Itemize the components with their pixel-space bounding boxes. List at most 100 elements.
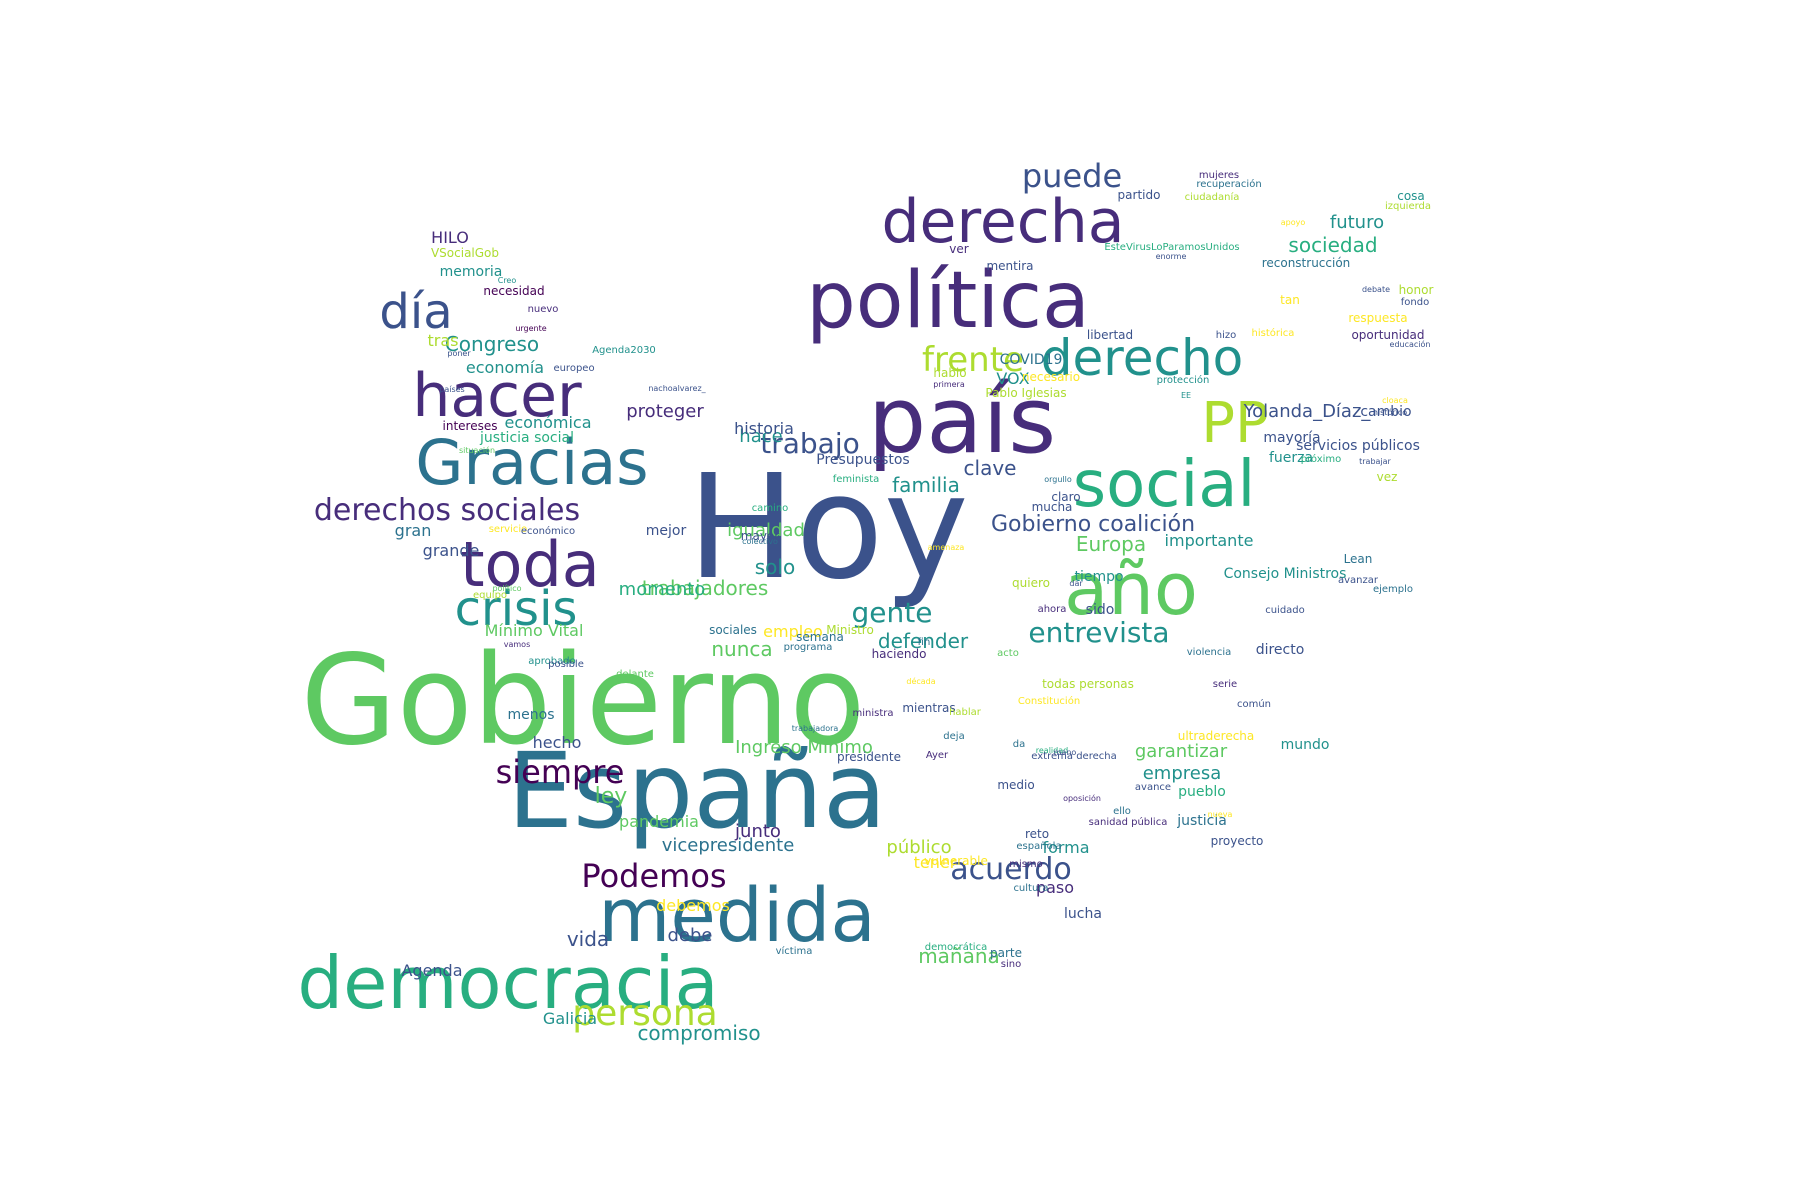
cloud-word: ciudadanía xyxy=(1184,192,1240,203)
cloud-word: acto xyxy=(997,648,1019,659)
cloud-word: garantizar xyxy=(1134,741,1228,762)
cloud-word: fondo xyxy=(1400,297,1430,308)
cloud-word: Ayer xyxy=(925,750,949,761)
cloud-word: camino xyxy=(751,503,789,514)
cloud-word: proteger xyxy=(626,401,704,422)
cloud-word: Ministro xyxy=(826,623,874,637)
cloud-word: parte xyxy=(990,946,1022,960)
cloud-word: mismo xyxy=(1009,859,1043,870)
cloud-word: público xyxy=(886,837,952,858)
cloud-word: necesario xyxy=(1021,370,1081,384)
cloud-word: sociales xyxy=(709,623,757,637)
cloud-word: compromiso xyxy=(637,1021,761,1045)
cloud-word: delante xyxy=(616,669,654,680)
cloud-word: EsteVirusLoParamosUnidos xyxy=(1104,242,1240,253)
cloud-word: víctima xyxy=(775,946,813,957)
cloud-word: clave xyxy=(963,456,1017,480)
cloud-word: trabajadores xyxy=(641,576,769,600)
cloud-word: económica xyxy=(504,413,592,432)
cloud-word: histórico xyxy=(1372,408,1408,417)
cloud-word: debe xyxy=(667,925,713,946)
cloud-word: memoria xyxy=(439,264,503,280)
cloud-word: mujeres xyxy=(1198,170,1240,181)
cloud-word: protección xyxy=(1156,375,1210,386)
cloud-word: trabajo xyxy=(760,427,860,460)
cloud-word: mejor xyxy=(645,523,687,539)
cloud-word: debemos xyxy=(656,896,730,915)
cloud-word: extrema derecha xyxy=(1031,751,1117,762)
cloud-word: nunca xyxy=(711,637,773,661)
cloud-word: proyecto xyxy=(1210,834,1264,848)
cloud-word: europeo xyxy=(553,363,595,374)
cloud-word: ahora xyxy=(1037,604,1067,615)
cloud-word: justicia xyxy=(1177,813,1227,829)
cloud-word: colectivo xyxy=(742,537,778,546)
cloud-word: importante xyxy=(1164,531,1254,550)
cloud-word: todas personas xyxy=(1042,677,1134,691)
cloud-word: Creo xyxy=(497,276,517,285)
cloud-word: Lean xyxy=(1343,552,1373,566)
cloud-word: España xyxy=(507,730,887,852)
cloud-word: dar xyxy=(1069,579,1083,588)
cloud-word: ley xyxy=(594,784,628,809)
cloud-word: directo xyxy=(1255,642,1305,658)
cloud-word: deja xyxy=(943,731,965,742)
cloud-word: persona xyxy=(572,993,718,1034)
cloud-word: aprobado xyxy=(528,656,576,667)
cloud-word: feminista xyxy=(832,474,880,485)
cloud-word: Galicia xyxy=(542,1009,598,1028)
cloud-word: libertad xyxy=(1086,328,1134,342)
cloud-word: mucha xyxy=(1031,500,1073,514)
cloud-word: Constitución xyxy=(1017,696,1081,707)
cloud-word: Agenda xyxy=(401,961,463,980)
cloud-word: mañana xyxy=(918,944,1000,968)
cloud-word: respuesta xyxy=(1348,311,1408,325)
cloud-word: Gobierno coalición xyxy=(990,512,1196,537)
cloud-word: violencia xyxy=(1186,647,1232,658)
cloud-word: cultura xyxy=(1013,883,1049,894)
cloud-word: enorme xyxy=(1155,252,1187,261)
cloud-word: PP xyxy=(1201,391,1269,456)
cloud-word: Hoy xyxy=(687,443,969,611)
cloud-word: mano xyxy=(1053,748,1077,757)
cloud-word: serie xyxy=(1212,679,1238,690)
cloud-word: frente xyxy=(922,340,1024,380)
cloud-word: cloaca xyxy=(1382,396,1408,405)
cloud-word: Europa xyxy=(1075,532,1147,556)
cloud-word: medida xyxy=(598,873,876,959)
cloud-word: toda xyxy=(460,528,600,601)
cloud-word: cambio xyxy=(1360,404,1412,420)
cloud-word: VSocialGob xyxy=(430,246,500,260)
cloud-word: Ingreso Mínimo xyxy=(735,737,873,758)
cloud-word: grande xyxy=(422,541,480,560)
cloud-word: orgullo xyxy=(1044,475,1072,484)
cloud-word: servicios públicos xyxy=(1296,438,1420,454)
cloud-word: intereses xyxy=(442,419,498,433)
cloud-word: recuperación xyxy=(1196,179,1262,190)
cloud-word: sociedad xyxy=(1288,233,1378,257)
cloud-word: democracia xyxy=(297,941,719,1025)
cloud-word: realidad xyxy=(1035,746,1069,755)
cloud-word: familia xyxy=(892,473,960,497)
cloud-word: cuidado xyxy=(1265,605,1305,616)
cloud-word: paso xyxy=(1035,878,1075,897)
cloud-word: debate xyxy=(1361,285,1391,294)
cloud-word: hecho xyxy=(532,733,582,752)
cloud-word: cosa xyxy=(1397,189,1425,203)
cloud-word: histórica xyxy=(1251,328,1295,339)
cloud-word: fin xyxy=(917,637,931,648)
cloud-word: primera xyxy=(933,380,965,389)
cloud-word: futuro xyxy=(1329,212,1385,233)
cloud-word: sido xyxy=(1085,602,1115,618)
cloud-word: reconstrucción xyxy=(1261,256,1351,270)
cloud-word: EE xyxy=(1180,391,1192,400)
cloud-word: servicio xyxy=(488,524,528,535)
cloud-word: sino xyxy=(1000,959,1022,970)
cloud-word: vez xyxy=(1376,470,1398,484)
cloud-word: país xyxy=(867,367,1057,474)
cloud-word: semana xyxy=(796,630,844,644)
cloud-word: da xyxy=(1012,739,1026,750)
cloud-word: defender xyxy=(877,629,969,653)
cloud-word: posible xyxy=(548,659,584,670)
